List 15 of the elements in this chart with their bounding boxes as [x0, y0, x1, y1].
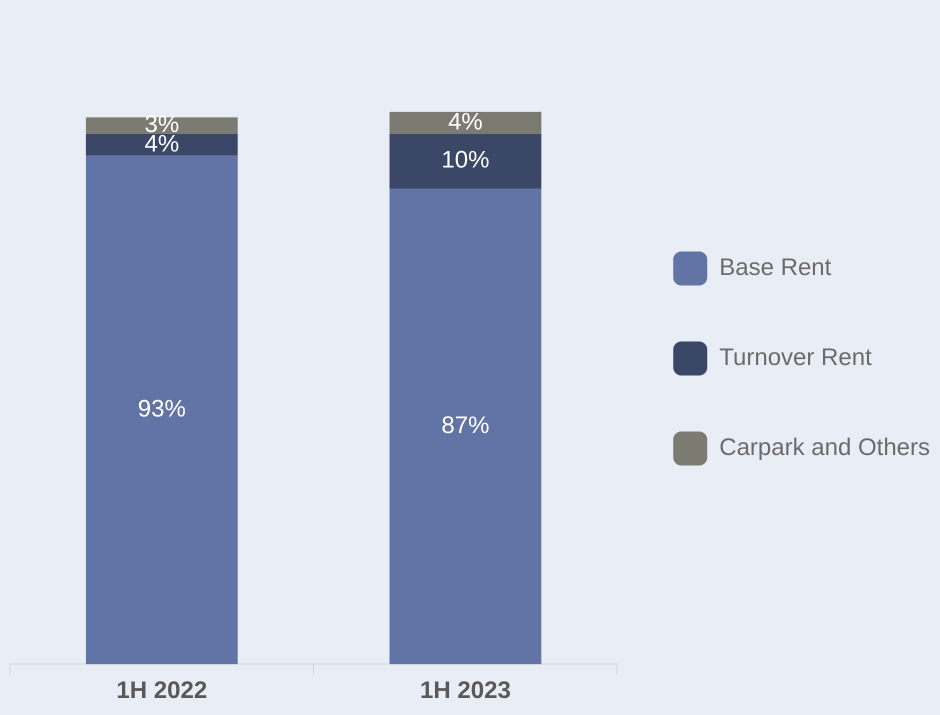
- bar: [390, 112, 542, 134]
- legend-label: Base Rent: [719, 254, 832, 282]
- data-label: 93%: [138, 396, 186, 423]
- legend-label: Carpark and Others: [719, 434, 930, 462]
- data-label: 10%: [441, 146, 490, 174]
- bar: [86, 117, 238, 134]
- data-label: 4%: [448, 108, 483, 136]
- bar: [390, 134, 542, 188]
- bar: [86, 156, 238, 664]
- bar: [390, 188, 542, 664]
- legend-label: Turnover Rent: [719, 344, 872, 372]
- bar: [86, 134, 238, 156]
- x-tick-label: 1H 2022: [116, 677, 208, 704]
- data-label: 87%: [441, 412, 490, 439]
- x-tick-label: 1H 2023: [420, 677, 511, 704]
